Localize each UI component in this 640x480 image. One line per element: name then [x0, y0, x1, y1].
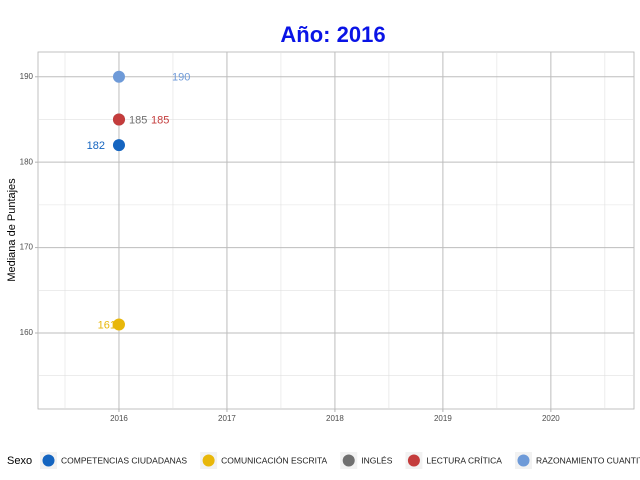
legend-marker [517, 454, 530, 467]
data-label: 185 [151, 114, 169, 126]
legend-label: COMPETENCIAS CIUDADANAS [61, 455, 187, 465]
legend-title: Sexo [7, 455, 32, 467]
legend-marker [342, 454, 355, 467]
data-label: 190 [172, 72, 190, 84]
legend-marker [202, 454, 215, 467]
y-tick-label: 190 [20, 72, 34, 81]
point [112, 139, 125, 152]
data-label: 185 [129, 114, 147, 126]
x-tick-label: 2019 [434, 414, 452, 423]
point [112, 318, 125, 331]
point [112, 70, 125, 83]
y-tick-label: 170 [20, 243, 34, 252]
legend-marker [42, 454, 55, 467]
legend-label: RAZONAMIENTO CUANTITATIVO [536, 455, 640, 465]
legend-marker [407, 454, 420, 467]
legend-label: INGLÉS [361, 455, 393, 465]
chart-title: Año: 2016 [280, 22, 385, 47]
legend-label: LECTURA CRÍTICA [426, 455, 502, 465]
x-tick-label: 2016 [110, 414, 128, 423]
data-label: 182 [87, 140, 105, 152]
y-axis-label: Mediana de Puntajes [6, 178, 18, 282]
y-tick-label: 160 [20, 328, 34, 337]
legend-label: COMUNICACIÓN ESCRITA [221, 455, 327, 465]
x-tick-label: 2020 [542, 414, 560, 423]
y-tick-label: 180 [20, 157, 34, 166]
point [112, 113, 125, 126]
panel [37, 51, 635, 410]
data-label: 161 [98, 319, 116, 331]
x-tick-label: 2018 [326, 414, 344, 423]
x-tick-label: 2017 [218, 414, 236, 423]
